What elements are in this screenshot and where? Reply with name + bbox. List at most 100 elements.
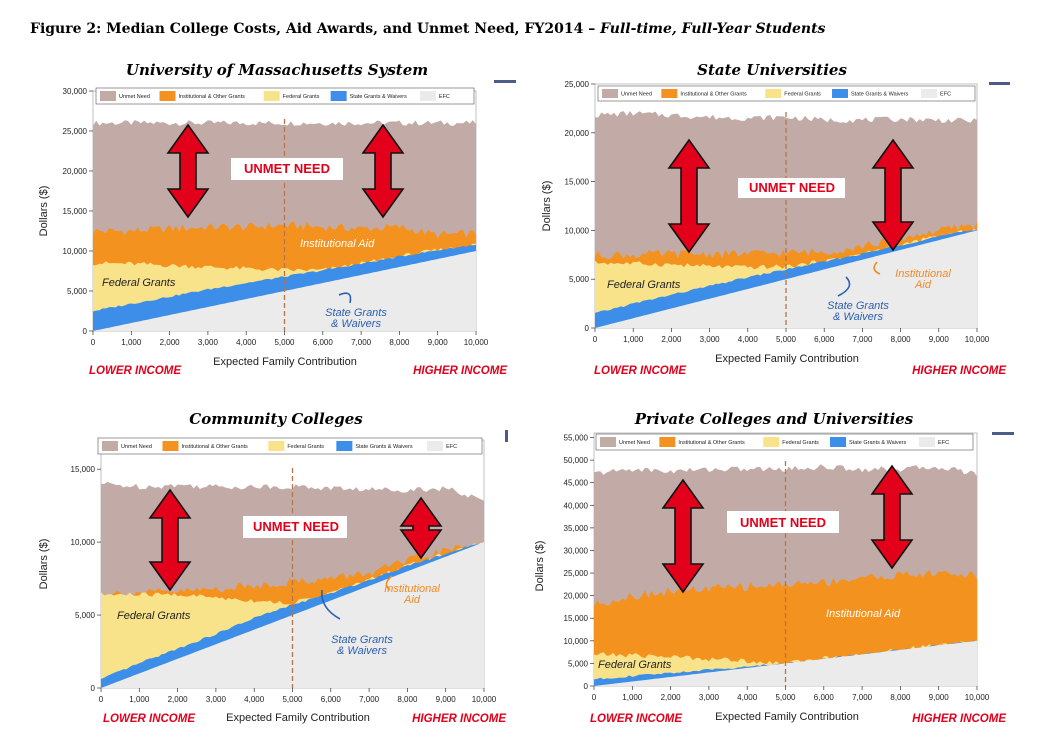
- corner-mark: [505, 430, 508, 442]
- x-axis-label: Expected Family Contribution: [226, 712, 370, 724]
- institutional-aid-label: Institutional Aid: [826, 608, 901, 620]
- x-tick-label: 7,000: [359, 695, 380, 704]
- y-axis: 0 5,000 10,000 15,000 20,000 25,000 30,000: [63, 87, 93, 336]
- y-tick-label: 5,000: [75, 611, 96, 620]
- x-tick-label: 0: [592, 693, 597, 702]
- y-tick-label: 15,000: [565, 178, 590, 187]
- legend-entry: Federal Grants: [782, 440, 819, 446]
- y-tick-label: 20,000: [564, 592, 589, 601]
- x-tick-label: 7,000: [852, 693, 873, 702]
- y-tick-label: 15,000: [71, 465, 96, 474]
- legend-swatch: [330, 91, 347, 101]
- unmet-need-box: [738, 178, 845, 198]
- chart-panel-1: University of Massachusetts System Unmet …: [38, 61, 516, 377]
- x-tick-label: 5,000: [775, 693, 796, 702]
- legend-swatch: [162, 441, 179, 451]
- x-tick-label: 1,000: [622, 693, 643, 702]
- legend: Unmet Need Institutional & Other Grants Fe…: [97, 437, 483, 455]
- legend-swatch: [832, 89, 849, 98]
- x-axis-label: Expected Family Contribution: [715, 353, 859, 365]
- y-tick-label: 35,000: [564, 524, 589, 533]
- area-efc: [595, 230, 977, 328]
- legend-swatch: [921, 89, 938, 98]
- chart-panel-4: Private Colleges and Universities Unmet N…: [534, 410, 1014, 725]
- x-tick-label: 4,000: [737, 693, 758, 702]
- x-tick-label: 2,000: [661, 335, 682, 344]
- x-axis-label: Expected Family Contribution: [213, 356, 357, 368]
- legend-entry: Unmet Need: [121, 444, 152, 450]
- institutional-aid-pointer: [385, 575, 393, 591]
- y-tick-label: 50,000: [564, 456, 589, 465]
- legend-box: [97, 437, 483, 455]
- legend-entry: EFC: [439, 94, 450, 100]
- figure-title: Figure 2: Median College Costs, Aid Awar…: [30, 21, 825, 37]
- x-tick-label: 1,000: [121, 338, 142, 347]
- x-tick-label: 6,000: [313, 338, 334, 347]
- state-grants-label: State Grants & Waivers: [331, 634, 393, 657]
- legend-swatch: [830, 437, 847, 447]
- x-tick-label: 3,000: [700, 335, 721, 344]
- federal-grants-label: Federal Grants: [598, 659, 672, 671]
- x-tick-label: 1,000: [129, 695, 150, 704]
- x-tick-label: 6,000: [814, 693, 835, 702]
- legend-entry: Federal Grants: [283, 94, 320, 100]
- y-tick-label: 10,000: [564, 637, 589, 646]
- x-tick-label: 9,000: [929, 335, 950, 344]
- double-arrow-icon: [661, 478, 705, 594]
- y-tick-label: 10,000: [71, 538, 96, 547]
- legend-entry: State Grants & Waivers: [350, 94, 408, 100]
- legend-entry: Unmet Need: [619, 440, 650, 446]
- double-arrow-icon: [361, 123, 405, 219]
- x-tick-label: 0: [593, 335, 598, 344]
- legend-swatch: [919, 437, 936, 447]
- x-tick-label: 10,000: [464, 338, 489, 347]
- unmet-need-label: UNMET NEED: [740, 515, 826, 530]
- double-arrow-icon: [870, 464, 914, 570]
- state-grants-pointer: [321, 589, 341, 620]
- y-tick-label: 10,000: [63, 247, 88, 256]
- y-tick-label: 10,000: [565, 226, 590, 235]
- legend-box: [595, 433, 974, 451]
- corner-mark: [989, 82, 1010, 85]
- y-tick-label: 30,000: [564, 546, 589, 555]
- federal-grants-label: Federal Grants: [117, 610, 191, 622]
- double-arrow-icon: [399, 496, 443, 560]
- state-grants-label: State Grants & Waivers: [325, 307, 387, 330]
- chart-title: Community Colleges: [189, 410, 363, 428]
- higher-income-label: HIGHER INCOME: [912, 365, 1006, 377]
- institutional-aid-label: Institutional Aid: [384, 583, 440, 606]
- legend-entry: Unmet Need: [119, 94, 150, 100]
- figure-title-main: Figure 2: Median College Costs, Aid Awar…: [30, 21, 596, 37]
- x-tick-label: 6,000: [321, 695, 342, 704]
- legend-entry: EFC: [446, 444, 457, 450]
- x-axis: 0 1,000 2,000 3,000 4,000 5,000 6,000 7,000 8,00…: [593, 328, 990, 344]
- legend-swatch: [419, 91, 436, 101]
- chart-panel-2: State Universities Unmet Need Institutiona…: [541, 61, 1010, 377]
- legend-box: [95, 87, 475, 105]
- x-tick-label: 2,000: [168, 695, 189, 704]
- lower-income-label: LOWER INCOME: [103, 713, 195, 725]
- legend-entry: Institutional & Other Grants: [181, 444, 248, 450]
- double-arrow-icon: [148, 488, 192, 592]
- unmet-need-label: UNMET NEED: [749, 180, 835, 195]
- x-tick-label: 4,000: [236, 338, 257, 347]
- legend-entry: Institutional & Other Grants: [678, 440, 745, 446]
- y-tick-label: 0: [91, 684, 96, 693]
- legend-entry: Federal Grants: [287, 444, 324, 450]
- higher-income-label: HIGHER INCOME: [912, 713, 1006, 725]
- y-tick-label: 55,000: [564, 434, 589, 443]
- federal-grants-label: Federal Grants: [102, 277, 176, 289]
- x-tick-label: 9,000: [436, 695, 457, 704]
- figure-title-sub: Full-time, Full-Year Students: [595, 21, 826, 37]
- x-tick-label: 5,000: [282, 695, 303, 704]
- x-tick-label: 3,000: [198, 338, 219, 347]
- y-axis-label: Dollars ($): [38, 186, 50, 237]
- y-tick-label: 15,000: [63, 207, 88, 216]
- x-tick-label: 8,000: [891, 335, 912, 344]
- double-arrow-icon: [667, 138, 711, 254]
- chart-title: Private Colleges and Universities: [634, 410, 914, 428]
- legend: Unmet Need Institutional & Other Grants Fe…: [597, 85, 976, 102]
- legend-entry: EFC: [938, 440, 949, 446]
- institutional-aid-label: Institutional Aid: [895, 268, 951, 291]
- x-tick-label: 6,000: [814, 335, 835, 344]
